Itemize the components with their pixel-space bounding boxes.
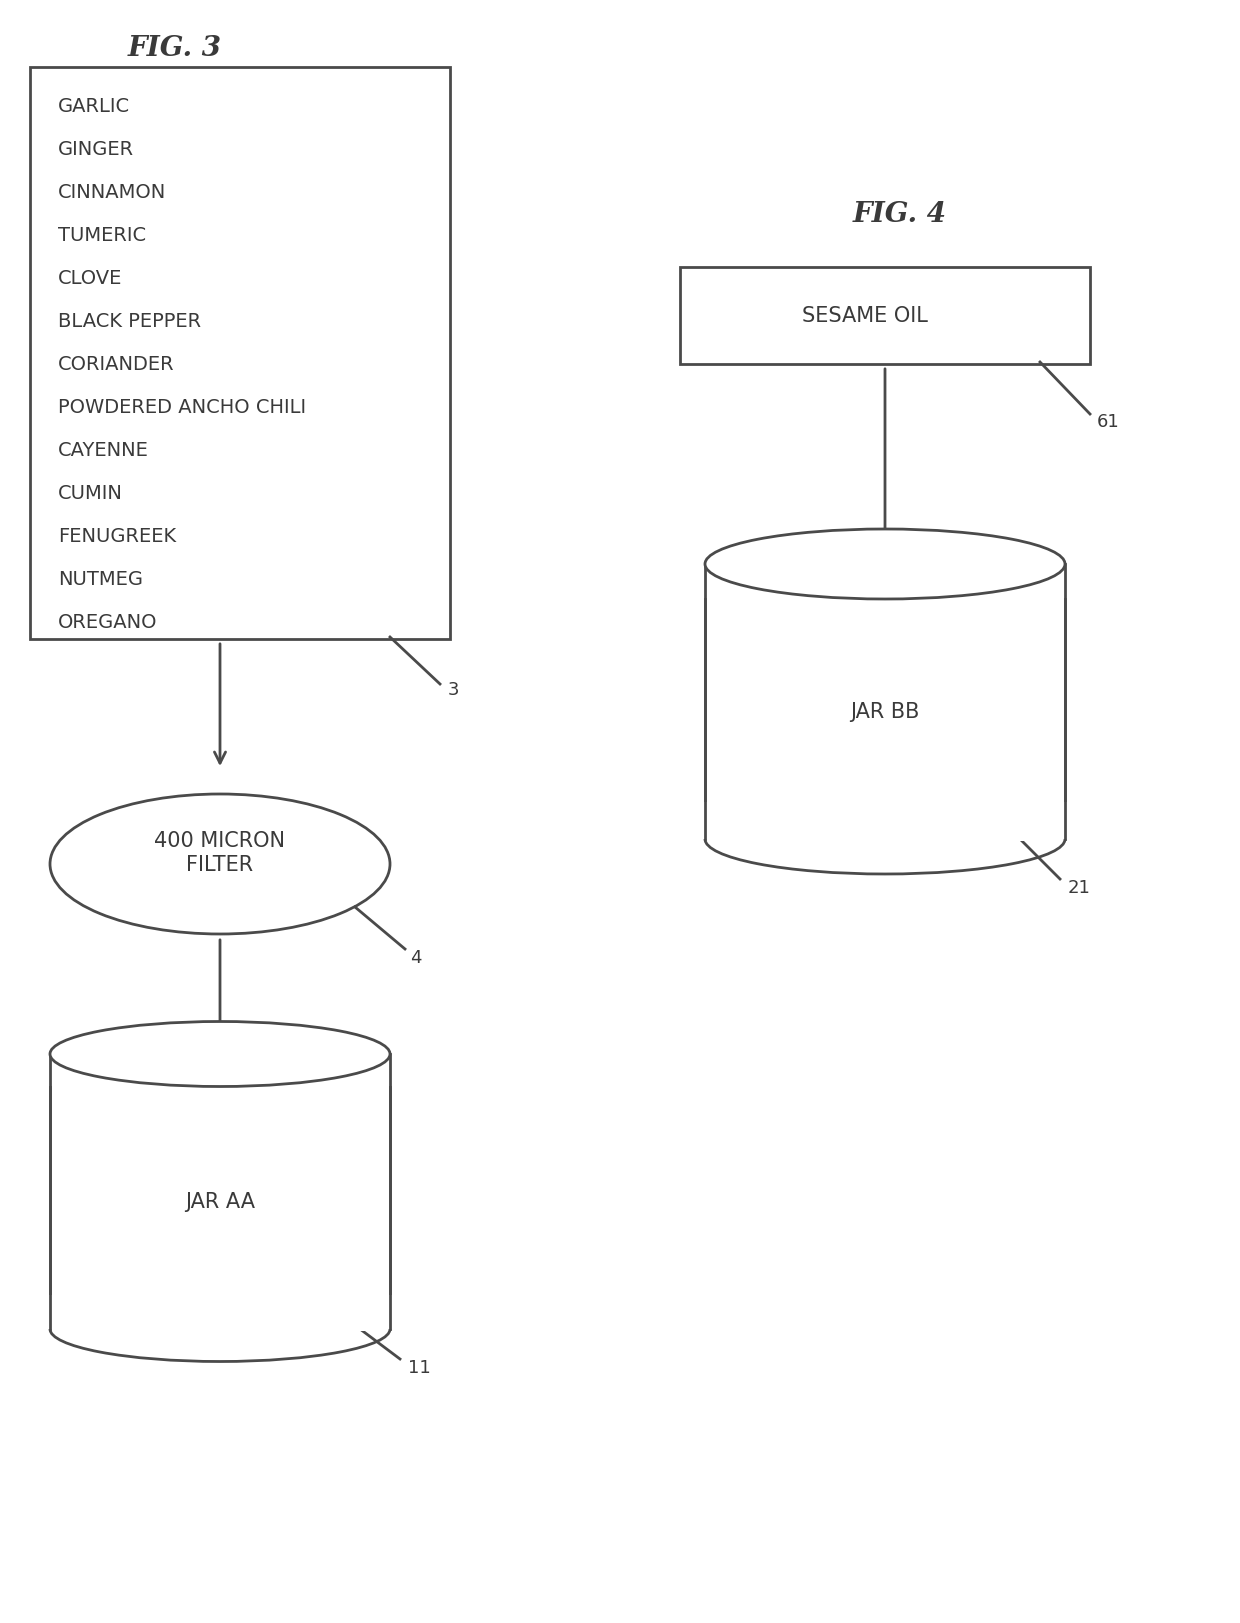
Text: JAR AA: JAR AA: [185, 1191, 255, 1212]
Text: NUTMEG: NUTMEG: [58, 570, 143, 589]
Bar: [48, 1295, 392, 1331]
Text: GINGER: GINGER: [58, 140, 134, 159]
Text: 11: 11: [408, 1358, 430, 1376]
Text: 3: 3: [448, 680, 460, 698]
Text: CAYENNE: CAYENNE: [58, 441, 149, 459]
Text: CUMIN: CUMIN: [58, 484, 123, 503]
Text: CINNAMON: CINNAMON: [58, 182, 166, 201]
Text: TUMERIC: TUMERIC: [58, 226, 146, 245]
Text: FENUGREEK: FENUGREEK: [58, 527, 176, 545]
Bar: [703, 802, 1066, 841]
Ellipse shape: [50, 795, 391, 935]
Ellipse shape: [706, 529, 1065, 599]
Text: 4: 4: [410, 948, 422, 966]
Text: 400 MICRON
FILTER: 400 MICRON FILTER: [155, 831, 285, 875]
Text: FIG. 3: FIG. 3: [128, 34, 222, 62]
Text: GARLIC: GARLIC: [58, 96, 130, 115]
Text: BLACK PEPPER: BLACK PEPPER: [58, 312, 201, 331]
Text: 21: 21: [1068, 878, 1091, 896]
Text: SESAME OIL: SESAME OIL: [802, 307, 928, 326]
Text: CLOVE: CLOVE: [58, 269, 123, 287]
Text: JAR BB: JAR BB: [851, 703, 920, 722]
Text: 61: 61: [1097, 412, 1120, 430]
Ellipse shape: [50, 1022, 391, 1087]
Text: CORIANDER: CORIANDER: [58, 355, 175, 373]
Text: FIG. 4: FIG. 4: [853, 201, 947, 229]
Text: OREGANO: OREGANO: [58, 613, 157, 631]
Bar: [680, 268, 1090, 365]
Bar: [30, 68, 450, 639]
Text: POWDERED ANCHO CHILI: POWDERED ANCHO CHILI: [58, 398, 306, 417]
